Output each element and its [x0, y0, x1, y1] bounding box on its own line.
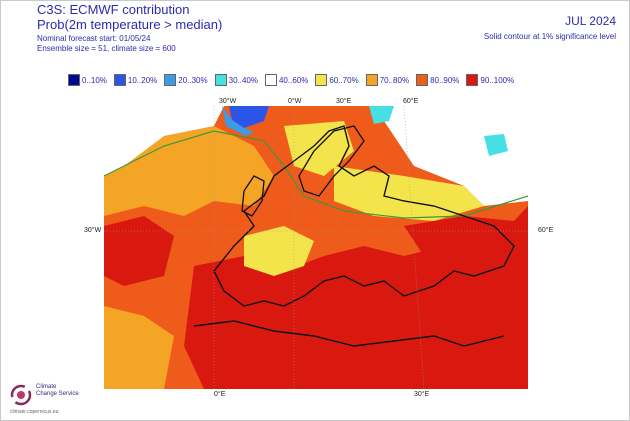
coastline-europe — [213, 125, 515, 307]
legend-swatch — [365, 74, 378, 86]
significance-contour — [104, 130, 528, 219]
region-90-100-south — [184, 246, 528, 389]
legend-item: 20..30% — [164, 74, 208, 86]
legend-item: 80..90% — [416, 74, 459, 86]
meridian-line — [403, 106, 425, 389]
legend-item: 60..70% — [315, 74, 359, 86]
legend-swatch — [466, 74, 479, 86]
logo-url: climate.copernicus.eu — [10, 409, 59, 415]
valid-month-label: JUL 2024 — [565, 14, 616, 28]
legend-swatch — [164, 74, 177, 86]
region-40-60-greenland — [104, 106, 224, 176]
top-tick-30w: 30°W — [219, 98, 237, 105]
legend-item: 70..80% — [365, 74, 410, 86]
legend-label: 10..20% — [127, 75, 158, 85]
forecast-start-label: Nominal forecast start: 01/05/24 — [37, 34, 151, 43]
coastline-scandinavia — [298, 125, 365, 197]
region-60-70-north — [284, 121, 354, 176]
legend-swatch — [214, 74, 227, 86]
logo-line2: Change Service — [36, 391, 79, 397]
legend-label: 20..30% — [178, 75, 208, 85]
legend-label: 30..40% — [228, 75, 258, 85]
climate-logo-icon — [10, 384, 32, 406]
legend-label: 90..100% — [480, 75, 515, 85]
coastline-uk — [241, 175, 265, 217]
legend-item: 0..10% — [68, 74, 107, 86]
region-40-60-russia — [374, 106, 528, 206]
legend-swatch — [68, 74, 80, 86]
legend-swatch — [113, 74, 126, 86]
top-tick-60e: 60°E — [403, 98, 419, 105]
legend-label: 0..10% — [82, 75, 107, 85]
region-60-70-east — [334, 166, 484, 221]
legend-swatch — [315, 74, 328, 86]
legend-swatch — [264, 74, 277, 86]
chart-subtitle: Prob(2m temperature > median) — [37, 17, 223, 32]
bottom-tick-0e: 0°E — [214, 391, 226, 398]
bottom-tick-30e: 30°E — [414, 391, 430, 398]
top-tick-30e: 30°E — [336, 98, 352, 105]
chart-title: C3S: ECMWF contribution — [37, 2, 190, 17]
legend-item: 30..40% — [214, 74, 258, 86]
left-tick-30w: 30°W — [84, 227, 102, 234]
legend-item: 90..100% — [466, 74, 514, 86]
legend-label: 60..70% — [329, 75, 359, 85]
region-90-100-atlantic — [104, 216, 174, 286]
region-10-20-north-sea — [229, 106, 269, 128]
legend-label: 80..90% — [430, 75, 460, 85]
legend-item: 10..20% — [113, 74, 158, 86]
legend-swatch — [416, 74, 429, 86]
color-legend: 0..10% 10..20% 20..30% 30..40% 40..60% 6… — [68, 74, 514, 86]
region-60-70-central — [244, 226, 314, 276]
right-tick-60e: 60°E — [538, 227, 554, 234]
probability-map — [104, 106, 528, 389]
region-70-80-southwest — [104, 306, 174, 389]
ensemble-size-label: Ensemble size = 51, climate size = 600 — [37, 44, 176, 53]
legend-label: 40..60% — [278, 75, 309, 85]
top-tick-0w: 0°W — [288, 98, 302, 105]
logo-line1: Climate — [36, 384, 57, 390]
significance-note: Solid contour at 1% significance level — [483, 32, 616, 41]
region-30-40-barents — [369, 106, 394, 124]
graticule — [104, 106, 528, 389]
region-30-40-russia — [484, 134, 508, 156]
region-90-100-east — [404, 206, 528, 256]
coastline-africa — [193, 320, 505, 347]
legend-label: 70..80% — [379, 75, 410, 85]
region-20-30-north — [222, 106, 254, 136]
copernicus-logo: Climate Change Service climate.copernicu… — [8, 382, 128, 416]
legend-item: 40..60% — [264, 74, 309, 86]
